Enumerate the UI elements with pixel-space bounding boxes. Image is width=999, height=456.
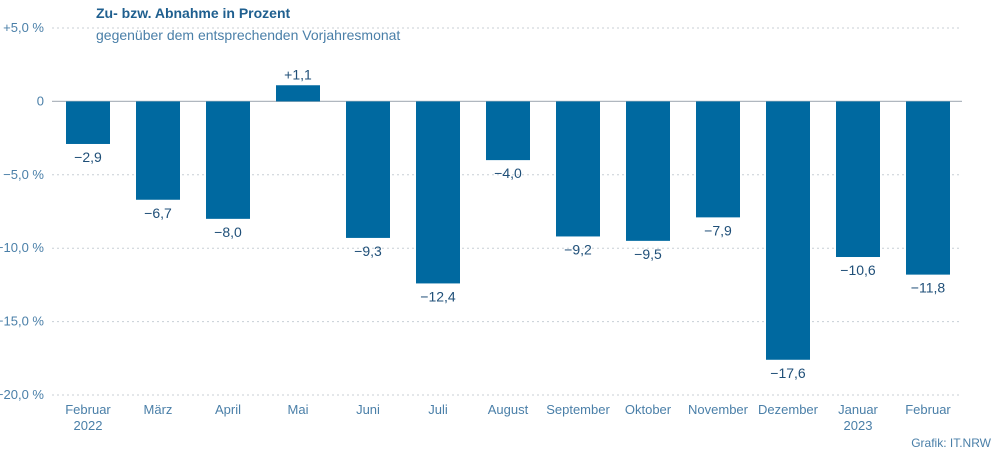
x-tick-label: Mai	[288, 402, 309, 417]
bar	[556, 101, 600, 237]
data-label: +1,1	[284, 66, 312, 82]
data-label: −6,7	[144, 205, 172, 221]
data-label: −12,4	[420, 288, 456, 304]
chart-subtitle: gegenüber dem entsprechenden Vorjahresmo…	[96, 27, 401, 43]
x-tick-label: Februar	[65, 402, 111, 417]
x-tick-label: September	[546, 402, 610, 417]
bar	[346, 101, 390, 238]
bar	[836, 101, 880, 258]
bar	[416, 101, 460, 284]
x-tick-label: März	[144, 402, 173, 417]
y-tick-label: −20,0 %	[0, 387, 44, 402]
data-label: −7,9	[704, 222, 732, 238]
bar	[766, 101, 810, 360]
x-tick-label: 2023	[844, 418, 873, 433]
bar	[136, 101, 180, 200]
y-tick-label: 0	[37, 93, 44, 108]
y-tick-label: +5,0 %	[3, 20, 44, 35]
y-tick-label: −15,0 %	[0, 314, 44, 329]
data-label: −11,8	[911, 280, 946, 296]
bar	[696, 101, 740, 218]
bar	[906, 101, 950, 275]
x-tick-label: Juni	[356, 402, 380, 417]
x-tick-label: November	[688, 402, 749, 417]
data-label: −9,3	[354, 243, 382, 259]
data-label: −8,0	[214, 224, 242, 240]
y-tick-label: −5,0 %	[3, 167, 44, 182]
chart-title: Zu- bzw. Abnahme in Prozent	[96, 5, 291, 21]
x-tick-label: Februar	[905, 402, 951, 417]
data-label: −9,2	[564, 241, 592, 257]
x-tick-label: 2022	[74, 418, 103, 433]
data-label: −4,0	[494, 165, 522, 181]
bar	[206, 101, 250, 219]
x-tick-label: Januar	[838, 402, 878, 417]
x-tick-label: Juli	[428, 402, 448, 417]
data-label: −2,9	[74, 149, 102, 165]
x-tick-label: Dezember	[758, 402, 819, 417]
y-tick-label: −10,0 %	[0, 240, 44, 255]
bar	[66, 101, 110, 144]
data-label: −9,5	[634, 246, 662, 262]
bar	[626, 101, 670, 241]
data-label: −10,6	[840, 262, 876, 278]
bar	[276, 85, 320, 102]
bar	[486, 101, 530, 161]
chart-credit: Grafik: IT.NRW	[911, 436, 991, 450]
x-tick-label: April	[215, 402, 241, 417]
x-tick-label: Oktober	[625, 402, 672, 417]
data-label: −17,6	[770, 365, 806, 381]
x-tick-label: August	[488, 402, 529, 417]
